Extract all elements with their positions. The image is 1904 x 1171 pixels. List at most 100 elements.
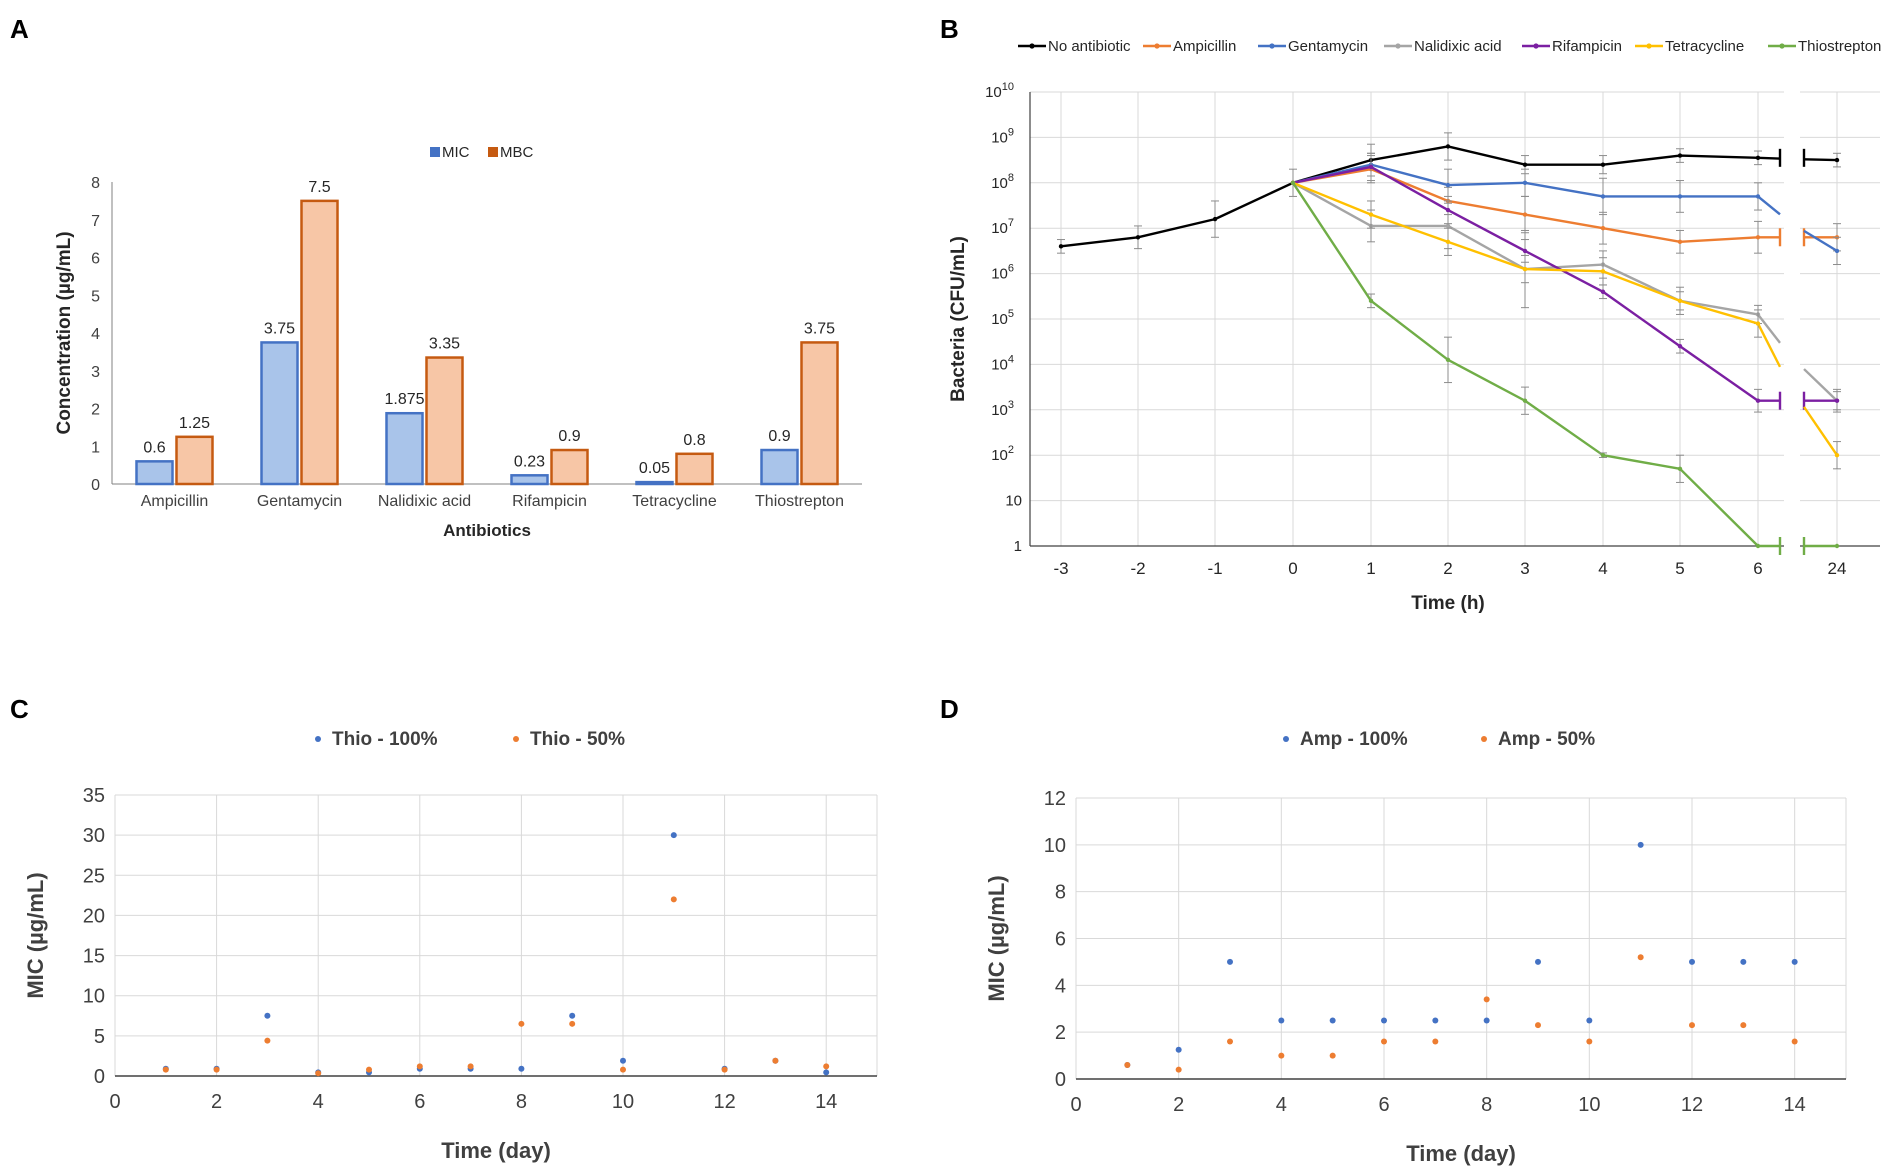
c-x-tick-label-10: 10 <box>612 1091 634 1113</box>
b-y-tick-label: 103 <box>991 399 1014 419</box>
b-y-tick-label: 10 <box>1005 493 1022 510</box>
a-y-tick-label: 4 <box>91 326 100 343</box>
a-data-label-mbc-rifampicin: 0.9 <box>558 428 580 445</box>
d-legend-marker-amp-100 <box>1283 736 1289 742</box>
d-x-tick-label-10: 10 <box>1578 1094 1600 1116</box>
b-point-thiostrepton <box>1677 466 1683 472</box>
b-y-tick-exponent: 5 <box>1008 308 1014 320</box>
c-y-tick-label-35: 35 <box>83 785 105 807</box>
b-point-tetracycline <box>1600 269 1606 274</box>
b-x-tick-label-1: -1 <box>1207 559 1222 578</box>
d-point-amp-100 <box>1175 1046 1182 1053</box>
b-legend-marker-gentamycin <box>1269 43 1275 49</box>
b-point-gentamycin <box>1445 182 1451 188</box>
c-x-tick-label-14: 14 <box>815 1091 837 1113</box>
b-x-tick-label-3: 3 <box>1520 559 1529 578</box>
a-y-tick-label: 8 <box>91 175 100 192</box>
c-legend-marker-thio-50 <box>513 736 519 742</box>
b-point-gentamycin <box>1834 248 1840 254</box>
b-y-tick-base: 10 <box>991 175 1008 192</box>
a-y-tick-label: 2 <box>91 402 100 419</box>
c-point-thio-50 <box>213 1066 220 1073</box>
a-bar-mbc-rifampicin <box>550 448 589 486</box>
b-point-ampicillin <box>1677 239 1683 245</box>
b-point-tetracycline <box>1445 239 1451 245</box>
c-point-thio-100 <box>620 1057 626 1064</box>
b-line-to-break-gentamycin <box>1757 195 1781 216</box>
d-point-amp-100 <box>1227 958 1233 965</box>
d-x-tick-label-8: 8 <box>1481 1094 1492 1116</box>
a-category-ampicillin: Ampicillin <box>141 493 209 510</box>
b-y-tick-base: 10 <box>991 447 1008 464</box>
d-x-tick-label-14: 14 <box>1784 1094 1806 1116</box>
c-point-thio-50 <box>162 1066 169 1073</box>
b-y-axis-title: Bacteria (CFU/mL) <box>948 236 969 402</box>
b-y-tick-exponent: 2 <box>1008 444 1014 456</box>
b-legend-label-thiostrepton: Thiostrepton <box>1798 38 1881 55</box>
b-point-rifampicin <box>1677 344 1683 349</box>
b-x-tick-label-2: -2 <box>1130 559 1145 578</box>
c-x-tick-label-8: 8 <box>516 1091 527 1113</box>
d-point-amp-50 <box>1791 1038 1798 1045</box>
b-legend-label-nalidixic-acid: Nalidixic acid <box>1414 38 1502 55</box>
c-x-axis-title: Time (day) <box>441 1138 551 1163</box>
d-point-amp-50 <box>1329 1052 1336 1059</box>
d-point-amp-100 <box>1278 1017 1285 1024</box>
b-point-tetracycline <box>1522 266 1528 272</box>
d-point-amp-100 <box>1329 1017 1336 1024</box>
a-data-label-mbc-tetracycline: 0.8 <box>683 432 705 449</box>
b-point-no-antibiotic <box>1677 153 1683 158</box>
a-legend-swatch-mbc <box>488 147 498 157</box>
d-point-amp-50 <box>1227 1038 1233 1045</box>
d-y-tick-label-10: 10 <box>1044 835 1066 857</box>
c-point-thio-50 <box>772 1057 779 1064</box>
c-point-thio-50 <box>518 1020 525 1027</box>
b-legend-marker-tetracycline <box>1646 43 1652 49</box>
b-x-tick-label-5: 5 <box>1675 559 1684 578</box>
a-bar-mic-ampicillin <box>135 460 174 486</box>
b-point-nalidixic-acid <box>1445 223 1451 229</box>
d-point-amp-100 <box>1432 1017 1439 1024</box>
a-data-label-mic-gentamycin: 3.75 <box>264 320 295 337</box>
b-y-tick-base: 1 <box>1014 538 1022 555</box>
d-point-amp-100 <box>1381 1017 1387 1024</box>
d-point-amp-100 <box>1740 958 1747 965</box>
c-point-thio-100 <box>518 1065 525 1072</box>
b-y-tick-exponent: 9 <box>1008 126 1014 138</box>
b-y-tick-label: 1 <box>1014 538 1022 555</box>
b-x-tick-label-3: -3 <box>1053 559 1068 578</box>
b-x-tick-label-24: 24 <box>1828 559 1847 578</box>
d-point-amp-100 <box>1637 841 1644 848</box>
b-point-no-antibiotic <box>1445 144 1451 149</box>
panel-label-a: A <box>10 14 29 44</box>
b-y-tick-label: 102 <box>991 444 1014 464</box>
a-y-axis-title: Concentration (µg/mL) <box>54 231 75 434</box>
a-data-label-mbc-nalidixic-acid: 3.35 <box>429 336 460 353</box>
a-data-label-mic-tetracycline: 0.05 <box>639 460 670 477</box>
b-point-thiostrepton <box>1834 543 1840 549</box>
c-x-tick-label-2: 2 <box>211 1091 222 1113</box>
b-point-rifampicin <box>1834 398 1840 403</box>
c-x-tick-label-4: 4 <box>313 1091 324 1113</box>
b-y-tick-label: 1010 <box>985 81 1014 101</box>
d-x-tick-label-4: 4 <box>1276 1094 1287 1116</box>
b-y-tick-label: 109 <box>991 126 1014 146</box>
a-bar-mic-rifampicin <box>510 474 549 486</box>
d-point-amp-50 <box>1535 1022 1541 1029</box>
a-y-tick-label: 5 <box>91 288 100 305</box>
d-point-amp-50 <box>1381 1038 1387 1045</box>
b-y-tick-base: 10 <box>991 220 1008 237</box>
b-point-thiostrepton <box>1445 357 1451 363</box>
b-y-tick-exponent: 3 <box>1008 399 1014 411</box>
d-legend-label-amp-50: Amp - 50% <box>1498 729 1595 750</box>
a-bar-mbc-nalidixic-acid <box>425 356 464 486</box>
b-legend-marker-nalidixic-acid <box>1395 43 1401 49</box>
b-point-no-antibiotic <box>1522 162 1528 167</box>
b-point-ampicillin <box>1600 226 1606 231</box>
c-y-tick-label-5: 5 <box>94 1026 105 1048</box>
c-y-tick-label-10: 10 <box>83 986 105 1008</box>
b-point-thiostrepton <box>1522 398 1528 403</box>
c-point-thio-50 <box>569 1020 576 1027</box>
a-bar-mbc-tetracycline <box>675 452 714 486</box>
d-point-amp-100 <box>1483 1017 1490 1024</box>
